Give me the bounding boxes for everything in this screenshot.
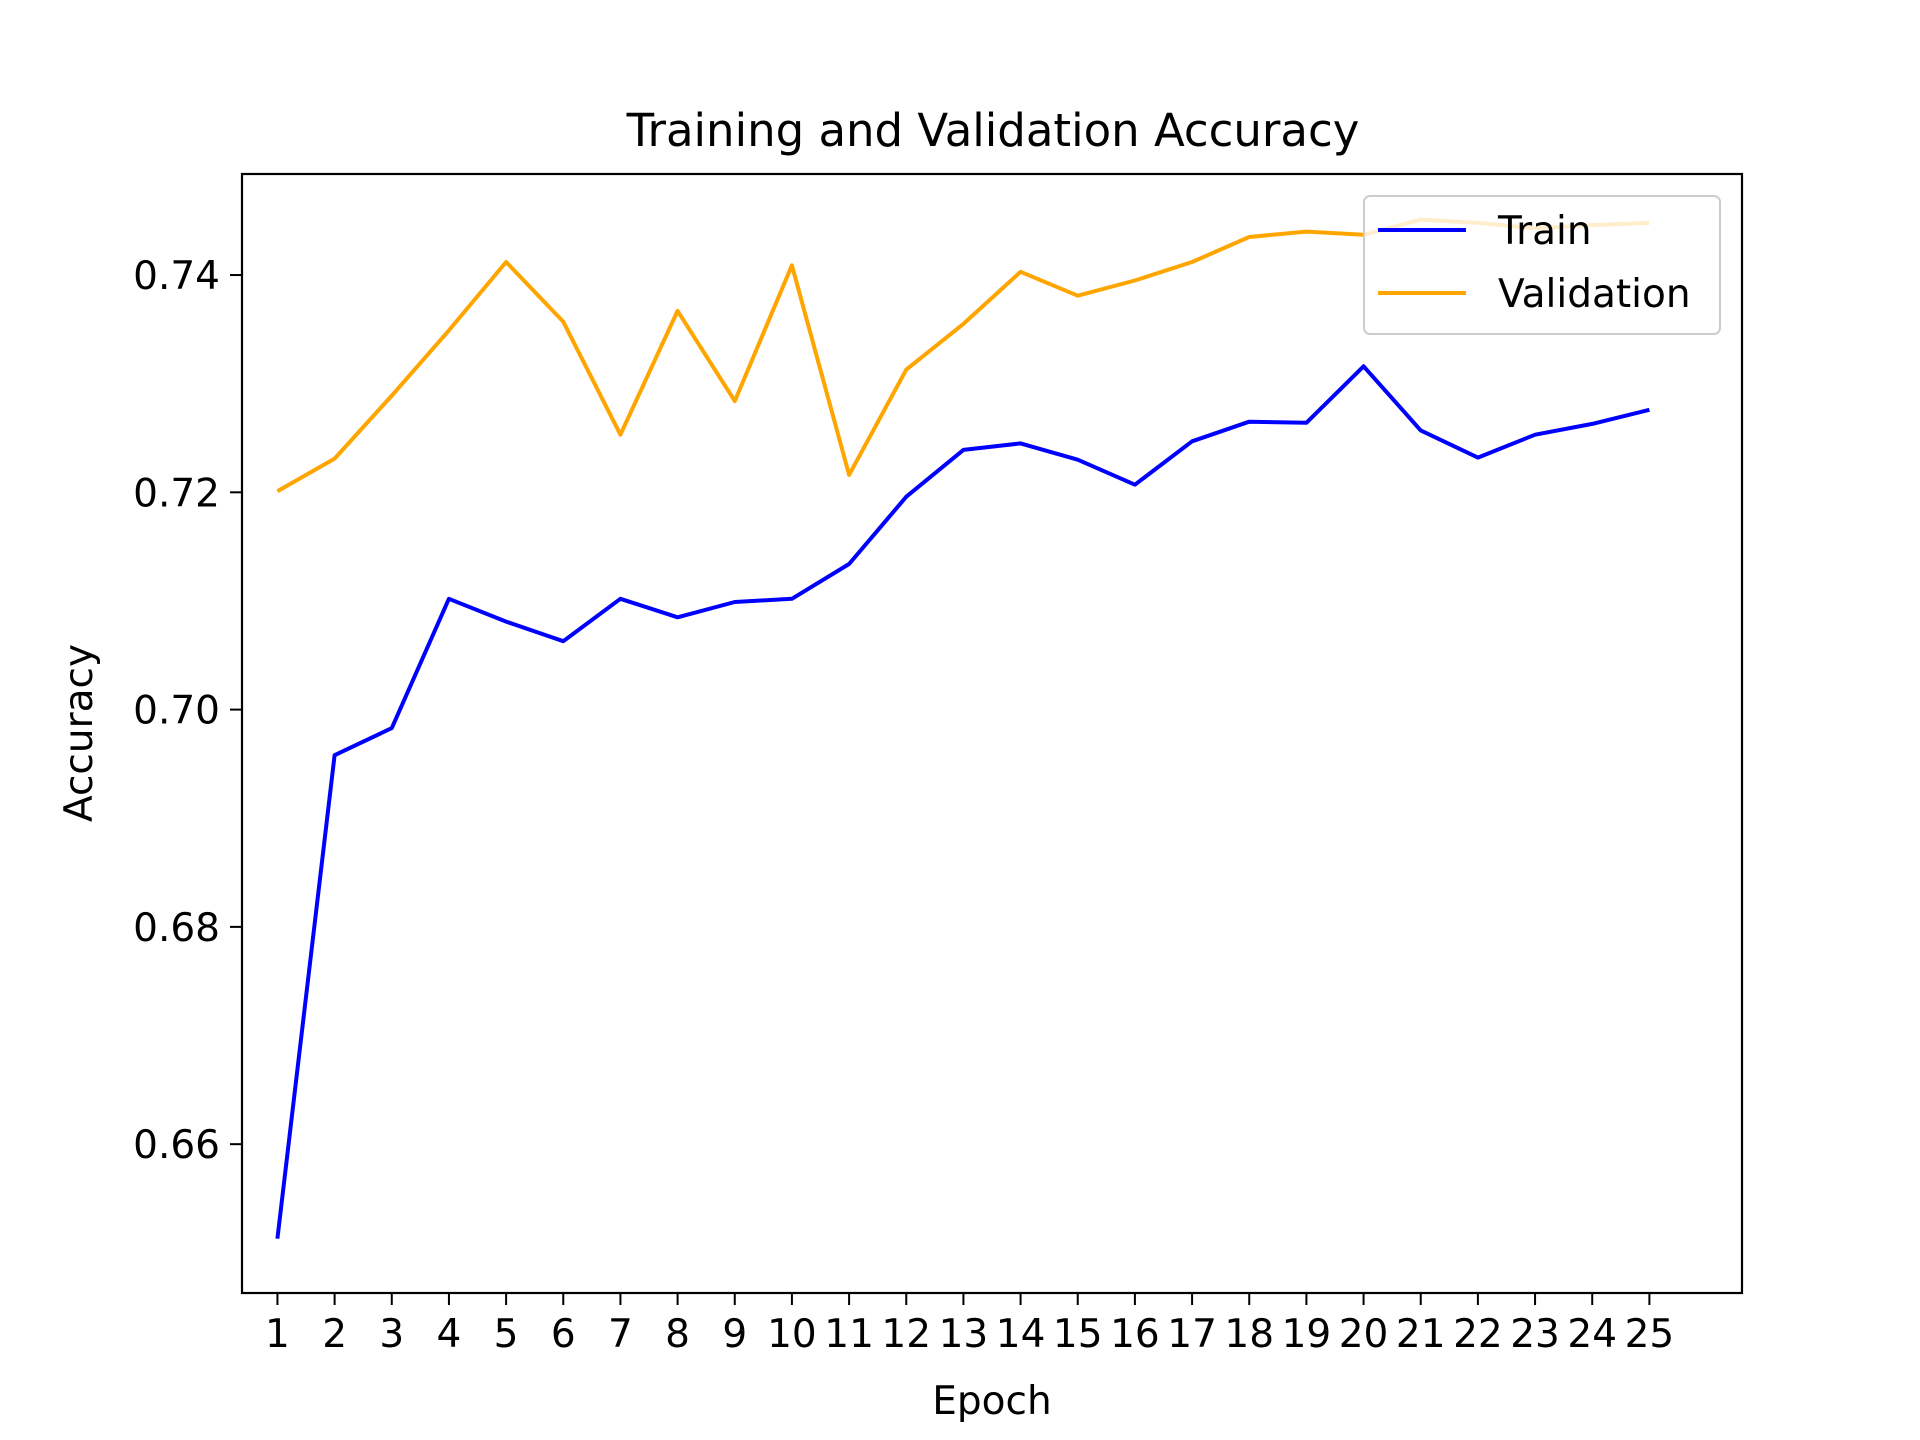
- plot-area: [275, 217, 1650, 1239]
- x-tick-label: 12: [881, 1312, 931, 1357]
- x-tick-label: 10: [767, 1312, 817, 1357]
- y-tick-label: 0.66: [133, 1123, 220, 1168]
- x-tick-label: 1: [265, 1312, 290, 1357]
- x-tick-label: 17: [1167, 1312, 1217, 1357]
- y-tick-label: 0.74: [133, 254, 220, 299]
- axes-frame: [240, 172, 1744, 1295]
- x-tick-label: 16: [1110, 1312, 1160, 1357]
- x-tick-label: 24: [1567, 1312, 1617, 1357]
- x-tick-label: 2: [322, 1312, 347, 1357]
- x-axis-label: Epoch: [932, 1379, 1051, 1424]
- x-tick-label: 9: [722, 1312, 747, 1357]
- x-axis-ticks: 1 2 3 4 5 6 7 8 9 10 11 12 13 14 15 16 17 18 19 20 21 22 23 24 2…: [265, 1293, 1674, 1357]
- x-tick-label: 13: [939, 1312, 989, 1357]
- x-tick-label: 7: [608, 1312, 633, 1357]
- x-tick-label: 23: [1510, 1312, 1560, 1357]
- x-tick-label: 8: [665, 1312, 690, 1357]
- y-tick-label: 0.70: [133, 689, 220, 734]
- x-tick-label: 21: [1396, 1312, 1446, 1357]
- x-tick-label: 5: [494, 1312, 519, 1357]
- x-tick-label: 22: [1453, 1312, 1503, 1357]
- x-tick-label: 14: [996, 1312, 1046, 1357]
- x-tick-label: 20: [1339, 1312, 1389, 1357]
- x-tick-label: 15: [1053, 1312, 1103, 1357]
- x-tick-label: 4: [437, 1312, 462, 1357]
- legend: Train Validation: [1363, 195, 1721, 335]
- x-tick-label: 11: [824, 1312, 874, 1357]
- x-tick-label: 18: [1224, 1312, 1274, 1357]
- y-axis-ticks: 0.66 0.68 0.70 0.72 0.74: [133, 254, 242, 1168]
- y-tick-label: 0.68: [133, 906, 220, 951]
- y-tick-label: 0.72: [133, 471, 220, 516]
- x-tick-label: 3: [379, 1312, 404, 1357]
- chart-title: Training and Validation Accuracy: [626, 104, 1360, 157]
- y-axis-label: Accuracy: [57, 644, 102, 822]
- series-line-train: [275, 364, 1650, 1239]
- x-tick-label: 25: [1625, 1312, 1675, 1357]
- x-tick-label: 19: [1282, 1312, 1332, 1357]
- legend-validation-label: Validation: [1498, 272, 1691, 317]
- legend-train-label: Train: [1497, 209, 1592, 254]
- x-tick-label: 6: [551, 1312, 576, 1357]
